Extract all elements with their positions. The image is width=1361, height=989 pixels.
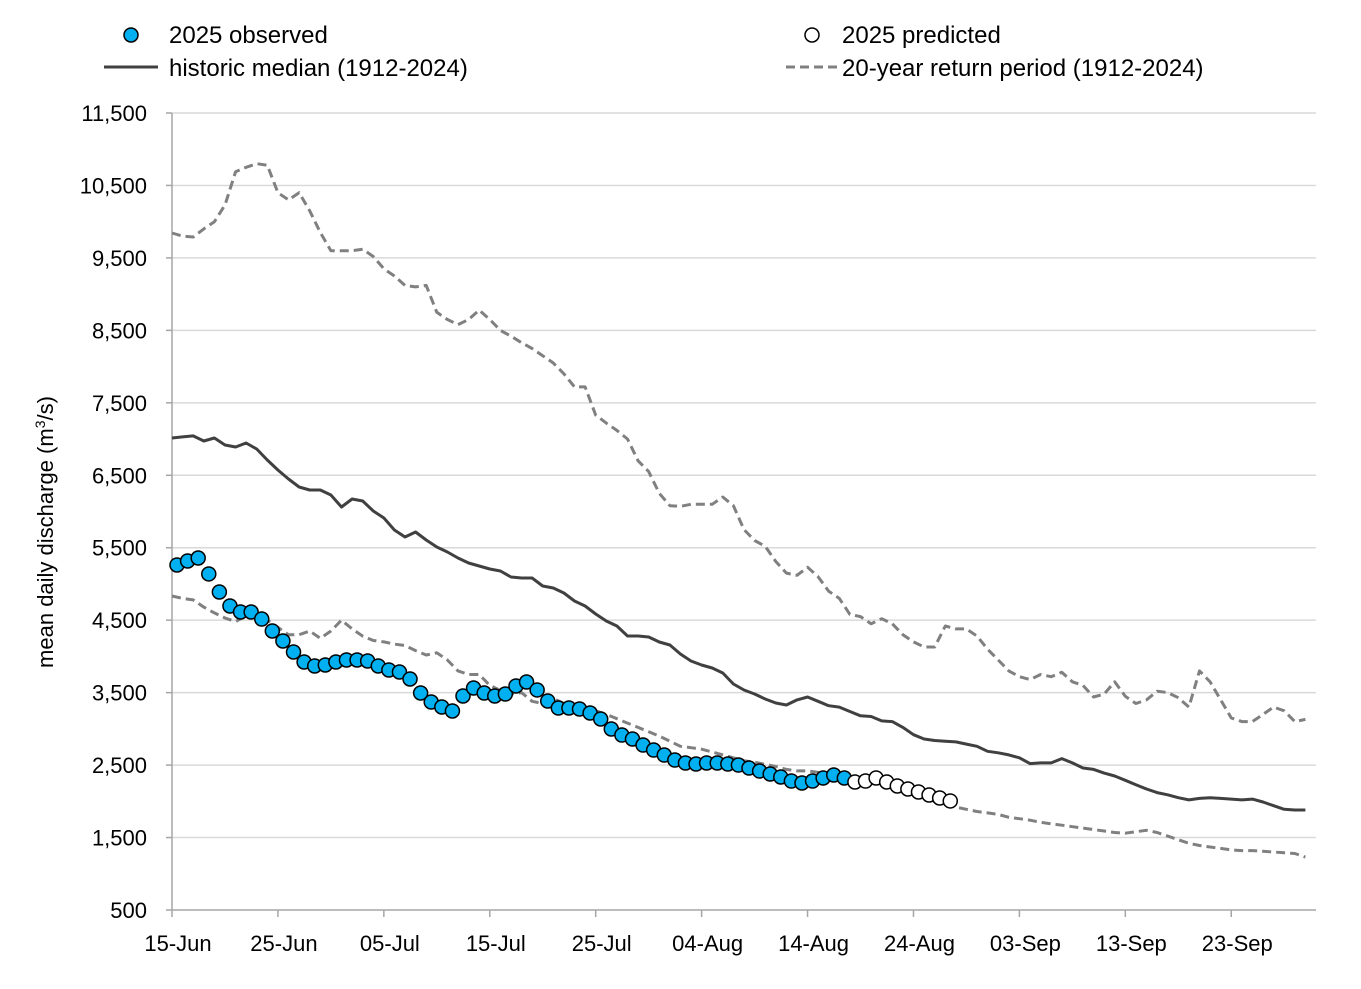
observed-point (391, 664, 408, 680)
gridlines (172, 112, 1316, 839)
x-tick-label: 04-Aug (672, 931, 743, 956)
x-tick-label: 14-Aug (778, 931, 849, 956)
observed-point (253, 611, 270, 627)
observed-point (264, 623, 281, 639)
observed-point (201, 566, 217, 582)
legend-item-predicted: 2025 predicted (804, 22, 1001, 49)
observed-point (518, 674, 535, 690)
y-tick-label: 5,500 (92, 536, 147, 561)
y-tick-label: 2,500 (92, 753, 147, 778)
observed-point (285, 644, 302, 660)
legend-marker-predicted (804, 27, 820, 43)
y-tick-label: 6,500 (92, 463, 147, 488)
legend-label-observed: 2025 observed (169, 22, 328, 49)
y-axis-ticks: 11,500 10,500 9,500 8,500 7,500 6,500 5,500 4,5… (80, 101, 172, 923)
y-tick-label: 500 (110, 898, 147, 923)
legend-label-return-period: 20-year return period (1912-2024) (842, 55, 1204, 82)
legend-marker-observed (123, 27, 139, 43)
legend-item-observed: 2025 observed (123, 22, 328, 49)
x-tick-label: 23-Sep (1202, 931, 1273, 956)
x-tick-label: 25-Jul (572, 931, 632, 956)
y-tick-label: 10,500 (80, 173, 147, 198)
y-tick-label: 7,500 (92, 391, 147, 416)
observed-point (455, 688, 471, 704)
legend: 2025 observed 2025 predicted historic me… (104, 22, 1204, 82)
x-tick-label: 25-Jun (250, 931, 317, 956)
x-tick-label: 03-Sep (990, 931, 1061, 956)
observed-point (412, 685, 429, 701)
x-tick-label: 15-Jul (466, 931, 526, 956)
return-period-line-lower (171, 594, 1306, 859)
legend-label-median: historic median (1912-2024) (169, 55, 468, 82)
legend-item-return-period: 20-year return period (1912-2024) (786, 55, 1204, 82)
predicted-point (942, 793, 959, 809)
y-axis-label: mean daily discharge (m3/s) (32, 396, 58, 668)
x-tick-label: 24-Aug (884, 931, 955, 956)
x-tick-label: 13-Sep (1096, 931, 1167, 956)
observed-point (243, 604, 259, 620)
x-axis-ticks: 15-Jun 25-Jun 05-Jul 15-Jul 25-Jul 04-Aug 14-A… (144, 910, 1273, 956)
observed-point (529, 682, 545, 698)
return-period-line-upper (171, 162, 1306, 724)
observed-point (211, 584, 228, 600)
y-tick-label: 8,500 (92, 318, 147, 343)
observed-point (444, 703, 461, 719)
observed-point (592, 711, 609, 727)
legend-item-median: historic median (1912-2024) (104, 55, 468, 82)
observed-point (190, 550, 206, 566)
legend-label-predicted: 2025 predicted (842, 22, 1001, 49)
observed-point (402, 671, 418, 687)
y-tick-label: 1,500 (92, 826, 147, 851)
median-line (171, 434, 1306, 812)
y-tick-label: 11,500 (81, 101, 147, 126)
observed-point (497, 686, 514, 702)
observed-point (275, 633, 291, 649)
observed-point (539, 693, 556, 709)
y-tick-label: 4,500 (92, 608, 147, 633)
x-tick-label: 05-Jul (360, 931, 420, 956)
series-lines (171, 162, 1306, 859)
series-markers (169, 550, 959, 809)
y-tick-label: 9,500 (92, 246, 147, 271)
x-tick-label: 15-Jun (144, 931, 211, 956)
y-tick-label: 3,500 (92, 681, 147, 706)
